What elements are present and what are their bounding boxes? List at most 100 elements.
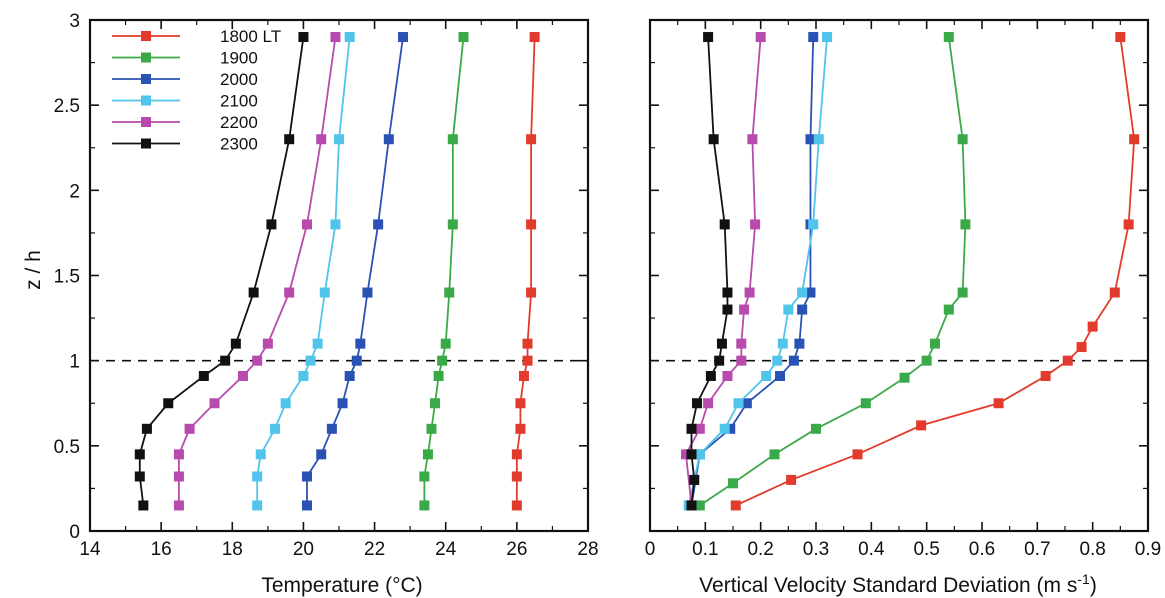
- data-point-marker: [813, 134, 824, 145]
- series-line: [423, 36, 465, 506]
- data-point-marker: [511, 500, 522, 511]
- data-point-marker: [173, 500, 184, 511]
- data-point-marker: [686, 423, 697, 434]
- data-point-marker: [430, 398, 441, 409]
- data-point-marker: [248, 287, 259, 298]
- legend-label: 2200: [220, 113, 258, 132]
- legend-label: 2100: [220, 92, 258, 111]
- x-tick-label: 18: [222, 539, 243, 560]
- series-2200: [680, 32, 766, 511]
- data-point-marker: [444, 287, 455, 298]
- data-point-marker: [719, 423, 730, 434]
- legend-marker: [141, 31, 151, 41]
- data-point-marker: [522, 338, 533, 349]
- data-point-marker: [772, 355, 783, 366]
- legend-label: 2000: [220, 70, 258, 89]
- data-point-marker: [755, 32, 766, 43]
- data-point-marker: [960, 219, 971, 230]
- temperature-panel: 14 16 18 20 22 24 26 28 0 0.5 1 1.5 2 2.5 3 1800 LT 1900…: [54, 11, 599, 560]
- data-point-marker: [786, 474, 797, 485]
- x-tick-label: 16: [151, 539, 172, 560]
- data-point-marker: [312, 338, 323, 349]
- data-point-marker: [344, 370, 355, 381]
- legend-marker: [141, 117, 151, 127]
- data-point-marker: [957, 134, 968, 145]
- series-line: [735, 36, 1136, 507]
- data-point-marker: [355, 338, 366, 349]
- data-point-marker: [334, 134, 344, 145]
- data-point-marker: [1076, 342, 1087, 353]
- data-point-marker: [373, 219, 384, 230]
- data-point-marker: [788, 355, 799, 366]
- data-point-marker: [1109, 287, 1120, 298]
- x-tick-label: 0.7: [1024, 539, 1050, 560]
- series-line: [690, 37, 815, 506]
- data-point-marker: [1062, 355, 1073, 366]
- data-point-marker: [694, 449, 705, 460]
- data-point-marker: [736, 355, 747, 366]
- data-point-marker: [173, 449, 184, 460]
- data-point-marker: [722, 370, 733, 381]
- data-point-marker: [805, 134, 816, 145]
- data-point-marker: [398, 32, 409, 43]
- data-point-marker: [419, 471, 430, 482]
- data-point-marker: [797, 304, 808, 315]
- data-point-marker: [811, 423, 821, 434]
- data-point-marker: [134, 471, 145, 482]
- data-point-marker: [301, 471, 312, 482]
- series-line: [515, 37, 536, 506]
- data-point-marker: [316, 449, 327, 460]
- data-point-marker: [511, 471, 522, 482]
- data-point-marker: [744, 287, 755, 298]
- data-point-marker: [736, 338, 747, 349]
- legend-item: 2000: [112, 70, 258, 89]
- data-point-marker: [725, 423, 736, 434]
- data-point-marker: [808, 219, 819, 230]
- data-point-marker: [741, 398, 752, 409]
- data-point-marker: [722, 304, 733, 315]
- data-point-marker: [916, 420, 927, 431]
- data-point-marker: [362, 287, 373, 298]
- y-tick-label: 0: [69, 522, 80, 543]
- data-point-marker: [351, 355, 362, 366]
- data-point-marker: [730, 500, 741, 511]
- data-point-marker: [719, 219, 730, 230]
- y-tick-label: 2: [69, 181, 80, 202]
- legend-item: 2200: [112, 113, 258, 132]
- data-point-marker: [1087, 321, 1098, 332]
- data-point-marker: [437, 355, 448, 366]
- data-point-marker: [686, 500, 697, 511]
- legend-item: 1900: [112, 49, 258, 68]
- data-point-marker: [163, 398, 174, 409]
- data-point-marker: [316, 134, 327, 145]
- x-tick-label: 0.2: [747, 539, 773, 560]
- data-point-marker: [252, 471, 263, 482]
- data-point-marker: [703, 32, 714, 43]
- data-point-marker: [326, 423, 337, 434]
- legend-marker: [141, 138, 151, 149]
- y-tick-label: 0.5: [54, 437, 80, 458]
- x-tick-label: 24: [435, 539, 457, 560]
- data-point-marker: [252, 500, 263, 511]
- x-tick-label: 22: [364, 539, 385, 560]
- data-point-marker: [750, 219, 761, 230]
- data-point-marker: [518, 370, 529, 381]
- data-point-marker: [692, 398, 703, 409]
- data-point-marker: [426, 423, 437, 434]
- data-point-marker: [708, 134, 719, 145]
- data-point-marker: [184, 423, 195, 434]
- x-tick-label: 20: [293, 539, 314, 560]
- data-point-marker: [526, 134, 537, 145]
- data-point-marker: [714, 355, 725, 366]
- data-point-marker: [680, 449, 691, 460]
- data-point-marker: [716, 338, 727, 349]
- data-point-marker: [775, 370, 786, 381]
- data-point-marker: [703, 398, 714, 409]
- x-tick-label: 0.3: [803, 539, 829, 560]
- data-point-marker: [433, 370, 444, 381]
- series-2200: [173, 32, 341, 511]
- y-tick-label: 2.5: [54, 96, 80, 117]
- data-point-marker: [783, 304, 794, 315]
- data-point-marker: [419, 500, 430, 511]
- data-point-marker: [1115, 32, 1126, 43]
